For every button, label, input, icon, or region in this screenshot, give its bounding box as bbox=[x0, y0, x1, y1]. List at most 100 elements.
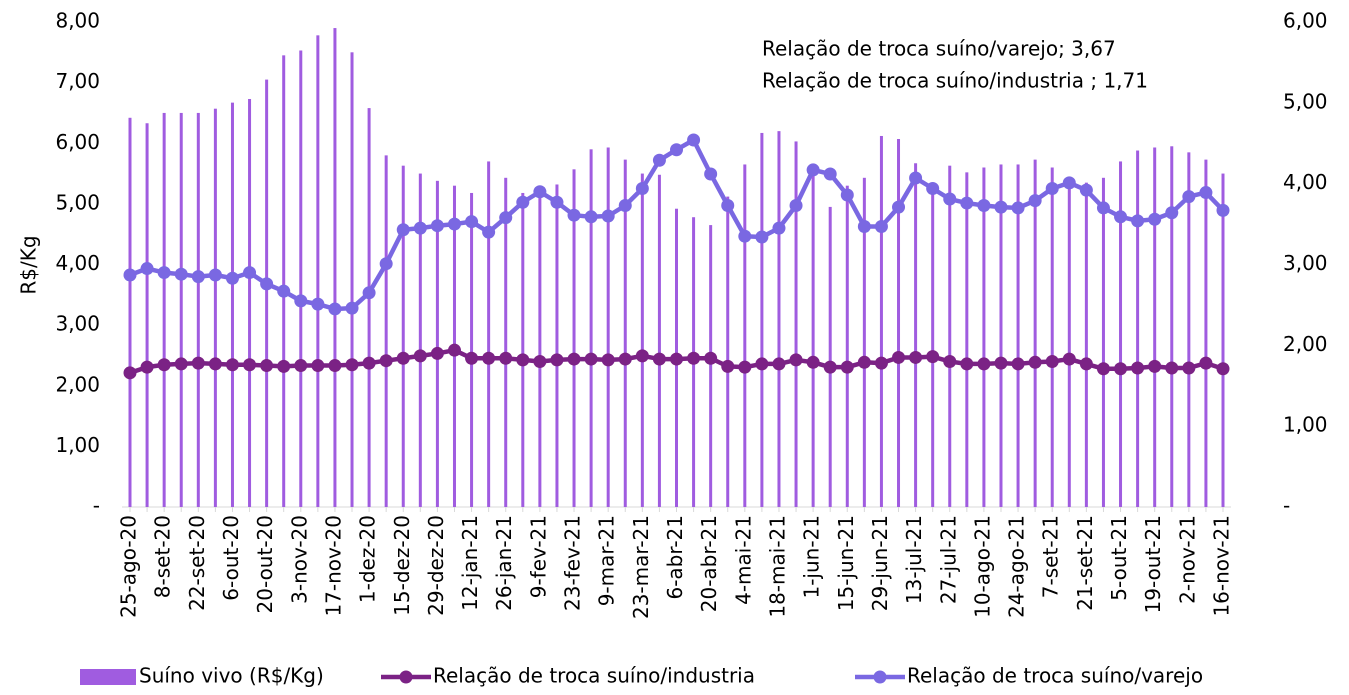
bar bbox=[1221, 173, 1225, 507]
marker bbox=[584, 352, 598, 366]
bar bbox=[282, 55, 286, 507]
x-tick-label: 4-mai-21 bbox=[731, 515, 755, 605]
marker bbox=[396, 223, 410, 237]
marker bbox=[379, 354, 393, 368]
x-tick-label: 24-ago-21 bbox=[1005, 515, 1029, 618]
marker bbox=[191, 356, 205, 370]
marker bbox=[806, 163, 820, 177]
x-tick-label: 15-dez-20 bbox=[390, 515, 414, 616]
bar bbox=[760, 132, 764, 507]
bar bbox=[982, 167, 986, 507]
marker bbox=[550, 353, 564, 367]
x-tick-label: 10-ago-21 bbox=[970, 515, 994, 618]
marker bbox=[277, 359, 291, 373]
marker bbox=[499, 351, 513, 365]
bar bbox=[828, 206, 832, 507]
marker bbox=[652, 153, 666, 167]
marker bbox=[721, 359, 735, 373]
marker bbox=[362, 286, 376, 300]
bar bbox=[367, 108, 371, 508]
marker bbox=[670, 143, 683, 157]
marker bbox=[909, 171, 923, 185]
marker bbox=[345, 301, 359, 315]
y-tick-label: 6,00 bbox=[55, 130, 100, 154]
bar bbox=[606, 147, 610, 507]
marker bbox=[926, 350, 940, 364]
x-tick-label: 9-mar-21 bbox=[595, 515, 619, 606]
bar bbox=[128, 117, 132, 507]
marker bbox=[687, 351, 701, 365]
marker bbox=[823, 360, 837, 374]
bar bbox=[401, 165, 405, 507]
marker bbox=[396, 351, 410, 365]
bar bbox=[1136, 150, 1140, 507]
bar bbox=[862, 177, 866, 507]
marker bbox=[943, 192, 957, 206]
x-tick-label: 17-nov-20 bbox=[321, 515, 345, 617]
marker bbox=[516, 353, 530, 367]
marker bbox=[311, 297, 325, 311]
bar bbox=[196, 112, 200, 507]
bar bbox=[316, 35, 320, 508]
marker bbox=[874, 220, 888, 234]
marker bbox=[123, 366, 137, 380]
y2-tick-label: 5,00 bbox=[1283, 89, 1328, 113]
x-tick-label: 6-abr-21 bbox=[663, 515, 687, 600]
bar bbox=[640, 173, 644, 507]
legend-swatch bbox=[80, 669, 136, 685]
marker bbox=[1028, 194, 1042, 208]
marker bbox=[533, 185, 547, 199]
marker bbox=[157, 266, 171, 280]
x-tick-label: 13-jul-21 bbox=[902, 515, 926, 604]
bar bbox=[743, 164, 747, 507]
marker bbox=[277, 284, 291, 298]
x-tick-label: 16-nov-21 bbox=[1210, 515, 1234, 617]
marker bbox=[704, 167, 718, 181]
marker bbox=[687, 133, 701, 147]
bar bbox=[1119, 161, 1123, 507]
bar bbox=[1050, 167, 1054, 507]
bar bbox=[1153, 147, 1157, 507]
bar bbox=[1187, 152, 1191, 507]
x-tick-label: 18-mai-21 bbox=[765, 515, 789, 618]
marker bbox=[960, 196, 974, 210]
marker bbox=[1148, 359, 1162, 373]
marker bbox=[1045, 355, 1059, 368]
marker bbox=[1131, 361, 1145, 375]
marker bbox=[447, 343, 461, 357]
marker bbox=[1011, 201, 1025, 215]
y-axis-label: R$/Kg bbox=[17, 235, 41, 294]
legend-label: Suíno vivo (R$/Kg) bbox=[139, 664, 324, 688]
bar bbox=[897, 139, 901, 507]
x-tick-label: 22-set-20 bbox=[185, 515, 209, 611]
marker bbox=[1045, 182, 1059, 196]
bar bbox=[572, 169, 576, 507]
bar bbox=[213, 108, 217, 507]
x-tick-label: 25-ago-20 bbox=[117, 515, 141, 618]
marker bbox=[601, 209, 615, 223]
marker bbox=[601, 353, 615, 367]
marker bbox=[772, 221, 786, 235]
bar bbox=[726, 196, 730, 507]
marker bbox=[328, 359, 342, 373]
bar bbox=[179, 112, 183, 507]
marker bbox=[1096, 201, 1110, 215]
marker bbox=[260, 277, 274, 291]
bar bbox=[1204, 159, 1208, 507]
legend-swatch bbox=[873, 670, 887, 684]
y2-tick-label: 1,00 bbox=[1283, 413, 1328, 437]
marker bbox=[584, 210, 598, 224]
marker bbox=[294, 359, 308, 373]
bar bbox=[657, 174, 661, 507]
bar bbox=[248, 98, 252, 508]
marker bbox=[840, 188, 854, 202]
marker bbox=[670, 352, 683, 366]
marker bbox=[567, 352, 581, 366]
y2-tick-label: 2,00 bbox=[1283, 332, 1328, 356]
x-tick-label: 7-set-21 bbox=[1039, 515, 1063, 598]
marker bbox=[1079, 357, 1093, 371]
y2-tick-label: - bbox=[1283, 494, 1290, 518]
bar bbox=[435, 180, 439, 507]
marker bbox=[1079, 183, 1093, 197]
